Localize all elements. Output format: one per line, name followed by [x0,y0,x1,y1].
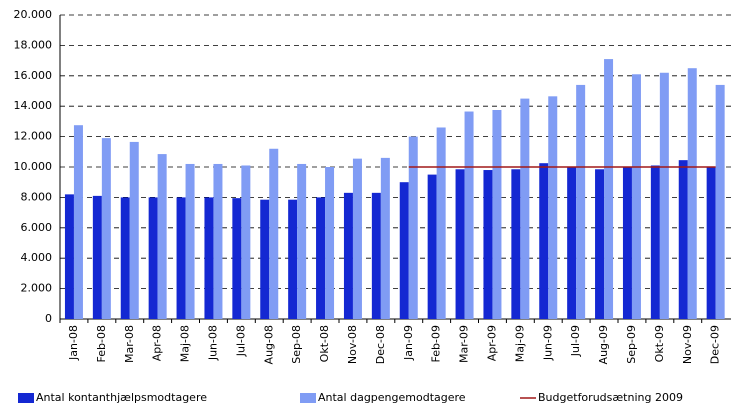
x-tick-label: Nov-09 [681,325,694,364]
bar [650,165,660,319]
y-tick-label: 0 [45,312,52,325]
bar [325,167,335,319]
x-tick-label: Maj-08 [179,325,192,362]
x-tick-label: Aug-09 [597,325,610,364]
bar [595,169,605,319]
bar [548,96,558,319]
x-tick-label: Sep-09 [625,325,638,364]
x-tick-label: Jun-09 [541,325,554,361]
bar [678,160,688,319]
x-tick-label: Jul-08 [234,325,247,357]
x-tick-label: Jun-08 [206,325,219,361]
bar [576,84,586,319]
x-tick-label: Dec-08 [374,325,387,364]
x-tick-label: Jan-09 [402,325,415,361]
bar [520,98,530,319]
bar [185,163,195,319]
y-tick-label: 2.000 [21,282,53,295]
bar [464,111,474,320]
x-tick-label: Aug-08 [262,325,275,364]
y-tick-label: 16.000 [14,69,53,82]
legend-swatch [18,393,34,403]
legend-label: Antal dagpengemodtagere [318,391,466,404]
x-tick-label: Nov-08 [346,325,359,364]
x-tick-label: Maj-09 [513,325,526,362]
bar [492,110,502,319]
bar [120,197,130,319]
legend-swatch [300,393,316,403]
bar [399,182,409,319]
y-tick-label: 18.000 [14,38,53,51]
bar [101,138,111,319]
bar [455,169,465,319]
bar [213,163,223,319]
bar [129,141,139,319]
bar [427,174,437,319]
x-tick-label: Okt-08 [318,325,331,362]
legend-label: Antal kontanthjælpsmodtagere [36,391,207,404]
bar [436,127,446,319]
x-tick-label: Apr-08 [151,325,164,361]
x-tick-label: Jan-08 [67,325,80,361]
y-tick-label: 20.000 [14,8,53,21]
bar [241,165,251,319]
x-tick-label: Mar-09 [458,325,471,363]
bar [659,72,669,319]
bar [539,163,549,319]
y-tick-label: 8.000 [21,190,53,203]
y-tick-label: 12.000 [14,130,53,143]
x-tick-label: Feb-09 [430,325,443,362]
bar [687,68,697,319]
x-tick-label: Feb-08 [95,325,108,362]
bar [232,198,242,319]
bar [604,59,614,320]
x-tick-label: Mar-08 [123,325,136,363]
bar [343,192,353,319]
legend-label: Budgetforudsætning 2009 [538,391,683,404]
bar [92,195,102,319]
y-tick-label: 4.000 [21,251,53,264]
x-tick-label: Okt-09 [653,325,666,362]
bar [204,197,214,319]
bar [622,167,632,319]
bar [297,163,307,319]
bar [408,136,418,319]
bar [715,84,725,319]
bar [511,169,521,319]
bar [567,167,577,319]
x-tick-label: Jul-09 [569,325,582,357]
bar [483,170,493,319]
bar [157,154,167,319]
bar [352,158,362,319]
bar [64,194,74,319]
bar [260,199,270,319]
y-tick-label: 10.000 [14,160,53,173]
bar [148,197,158,319]
x-tick-label: Dec-09 [709,325,722,364]
bar [371,192,381,319]
bar [316,197,326,319]
y-tick-label: 14.000 [14,99,53,112]
y-tick-label: 6.000 [21,221,53,234]
bar [269,148,279,319]
x-tick-label: Apr-09 [485,325,498,361]
bar [380,157,390,319]
bar [631,74,641,319]
x-tick-label: Sep-08 [290,325,303,364]
bar [176,197,186,319]
bar [706,167,716,319]
bar [73,125,83,319]
bar [288,199,298,319]
